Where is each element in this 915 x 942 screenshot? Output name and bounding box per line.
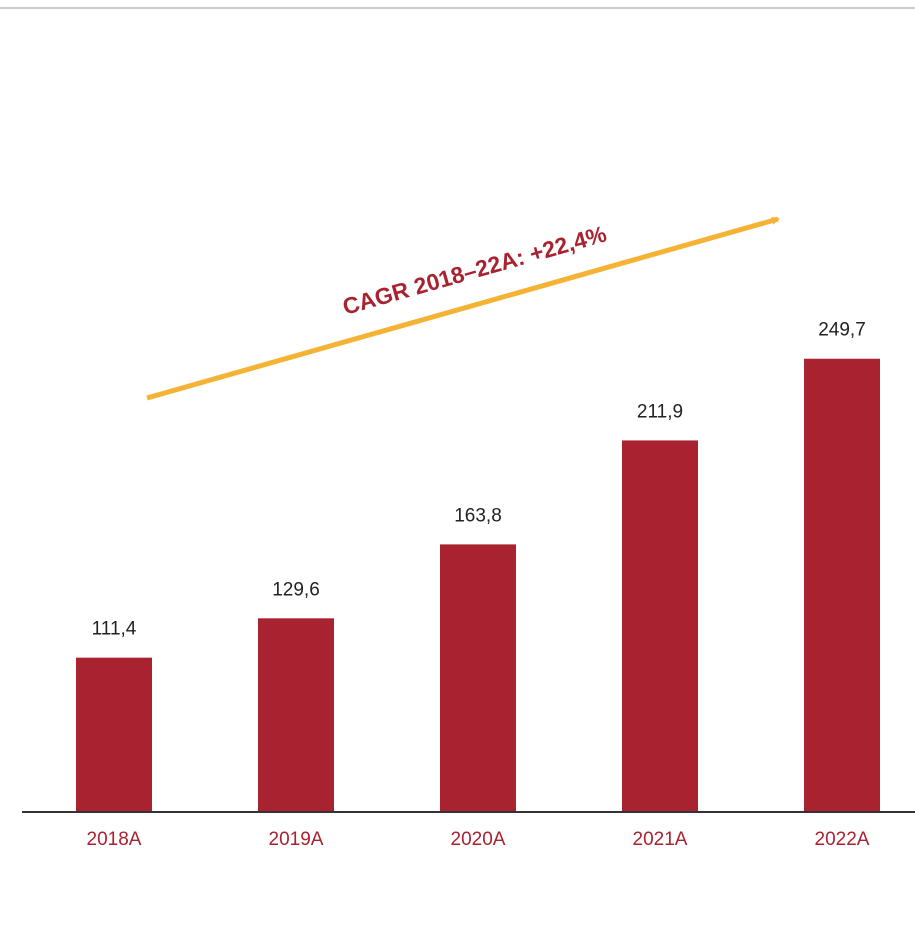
bar	[804, 358, 880, 812]
value-label: 129,6	[272, 579, 320, 600]
x-tick-label: 2022A	[815, 829, 870, 850]
x-tick-label: 2019A	[269, 829, 324, 850]
cagr-arrow	[146, 216, 780, 401]
value-label: 249,7	[818, 320, 866, 341]
bar	[622, 440, 698, 812]
x-tick-label: 2018A	[87, 829, 142, 850]
value-label: 211,9	[637, 401, 683, 422]
bar	[258, 618, 334, 812]
value-label: 111,4	[92, 619, 137, 640]
bar	[76, 657, 152, 812]
x-tick-label: 2021A	[633, 829, 688, 850]
value-label: 163,8	[454, 505, 502, 526]
bar	[440, 544, 516, 812]
x-tick-label: 2020A	[451, 829, 506, 850]
